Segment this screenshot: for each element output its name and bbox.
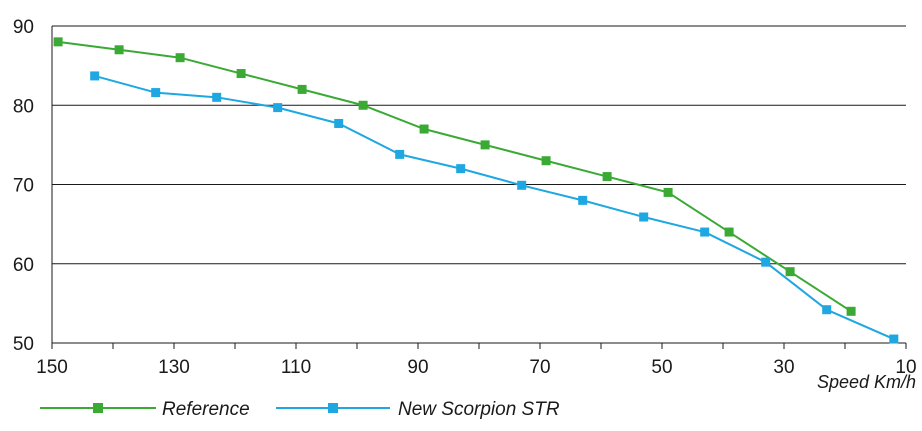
data-point-reference xyxy=(846,306,856,316)
data-point-new-scorpion-str xyxy=(90,71,100,81)
y-tick-label: 80 xyxy=(13,96,34,117)
data-point-reference xyxy=(480,140,490,150)
data-point-reference xyxy=(541,156,551,166)
data-point-new-scorpion-str xyxy=(273,103,283,113)
y-tick-labels: 90 80 70 60 50 xyxy=(13,17,34,355)
x-axis-title: Speed Km/h xyxy=(817,372,916,392)
legend-marker-reference xyxy=(93,403,103,413)
data-point-reference xyxy=(419,124,429,134)
x-tick-label: 130 xyxy=(158,357,190,378)
x-tick-label: 70 xyxy=(529,357,550,378)
data-point-reference xyxy=(297,84,307,94)
y-tick-label: 60 xyxy=(13,255,34,276)
series-line-reference xyxy=(57,40,852,313)
data-point-reference xyxy=(114,45,124,55)
legend-item-reference: Reference xyxy=(40,399,250,420)
x-tick-label: 10 xyxy=(895,357,916,378)
data-point-new-scorpion-str xyxy=(889,334,899,344)
legend-label-new-scorpion-str: New Scorpion STR xyxy=(398,399,560,420)
x-tick-label: 110 xyxy=(281,357,311,378)
data-point-new-scorpion-str xyxy=(578,195,588,205)
data-point-reference xyxy=(175,53,185,63)
data-point-new-scorpion-str xyxy=(395,149,405,159)
data-point-reference xyxy=(236,69,246,79)
series-line-new-scorpion-str xyxy=(94,74,895,340)
data-point-new-scorpion-str xyxy=(151,88,161,98)
data-point-reference xyxy=(785,267,795,277)
data-point-new-scorpion-str xyxy=(456,164,466,174)
legend-marker-new-scorpion-str xyxy=(328,403,338,413)
data-point-new-scorpion-str xyxy=(639,212,649,222)
data-point-new-scorpion-str xyxy=(517,180,527,190)
data-point-reference xyxy=(358,100,368,110)
data-point-reference xyxy=(663,187,673,197)
data-point-new-scorpion-str xyxy=(334,118,344,128)
x-tick-label: 150 xyxy=(36,357,68,378)
x-tick-label: 90 xyxy=(407,357,428,378)
series-layer xyxy=(53,37,899,344)
y-tick-label: 50 xyxy=(13,334,34,355)
axes xyxy=(51,26,907,349)
legend-label-reference: Reference xyxy=(162,399,250,420)
data-point-reference xyxy=(53,37,63,47)
data-point-new-scorpion-str xyxy=(700,227,710,237)
data-point-new-scorpion-str xyxy=(212,92,222,102)
data-point-new-scorpion-str xyxy=(761,257,771,267)
y-tick-label: 70 xyxy=(13,176,34,197)
gridlines xyxy=(52,25,906,344)
data-point-new-scorpion-str xyxy=(822,305,832,315)
x-tick-label: 30 xyxy=(773,357,794,378)
x-tick-labels: 150 130 110 90 70 50 30 10 xyxy=(36,357,916,378)
y-tick-label: 90 xyxy=(13,17,34,38)
x-tick-label: 50 xyxy=(651,357,672,378)
legend: Reference New Scorpion STR xyxy=(40,399,560,420)
data-point-reference xyxy=(724,227,734,237)
legend-item-new-scorpion-str: New Scorpion STR xyxy=(276,399,560,420)
data-point-reference xyxy=(602,172,612,182)
